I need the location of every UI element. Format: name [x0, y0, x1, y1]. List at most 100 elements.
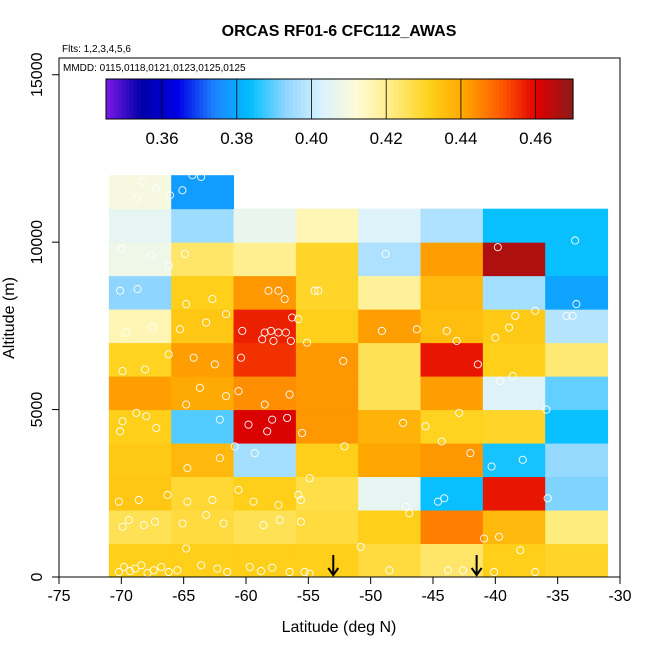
sample-point: [118, 367, 127, 376]
sample-point: [518, 455, 527, 464]
flights-subtitle: Flts: 1,2,3,4,5,6: [62, 44, 131, 55]
sample-point: [118, 522, 127, 531]
chart-title: ORCAS RF01-6 CFC112_AWAS: [222, 23, 457, 40]
sample-point: [150, 517, 160, 526]
heatmap-cell: [233, 443, 297, 478]
sample-point: [215, 415, 224, 424]
sample-point: [249, 497, 258, 506]
heatmap-cell: [545, 443, 609, 478]
sample-point: [114, 567, 123, 577]
colorbar-segment: [557, 79, 562, 119]
sample-point: [531, 567, 540, 577]
sample-point: [294, 490, 303, 500]
colorbar-segment: [534, 79, 539, 119]
sample-point: [114, 497, 123, 506]
sample-point: [134, 495, 143, 505]
heatmap-cell: [545, 242, 609, 277]
heatmap-cell: [420, 443, 484, 478]
dates-subtitle: MMDD: 0115,0118,0121,0123,0125,0125: [63, 63, 246, 74]
sample-point: [340, 442, 349, 451]
sample-point: [480, 534, 489, 543]
sample-point: [516, 546, 525, 555]
sample-point: [285, 567, 294, 577]
colorbar-segment: [269, 79, 274, 119]
sample-point: [433, 497, 443, 506]
colorbar-segment: [444, 79, 450, 119]
sample-point: [139, 521, 148, 530]
sample-point: [412, 325, 421, 334]
sample-point: [377, 326, 386, 335]
heatmap-cell: [233, 208, 297, 243]
x-tick-label: -40: [484, 588, 507, 605]
colorbar-segment: [156, 79, 162, 119]
colorbar-segment: [281, 79, 286, 119]
sample-point: [562, 311, 571, 320]
heatmap-cell: [295, 342, 359, 377]
sample-point: [210, 360, 219, 369]
heatmap-cell: [295, 242, 359, 277]
sample-point: [260, 400, 269, 409]
sample-point: [572, 300, 581, 309]
heatmap-cell: [482, 342, 546, 377]
heatmap-cell: [233, 309, 297, 344]
colorbar-segment: [417, 79, 422, 119]
colorbar-segment: [191, 79, 197, 119]
heatmap-cell: [420, 376, 484, 411]
colorbar-segment: [164, 79, 169, 119]
colorbar-segment: [378, 79, 383, 119]
heatmap-cell: [358, 309, 422, 344]
heatmap-cell: [420, 543, 484, 578]
heatmap-cell: [482, 242, 546, 277]
heatmap-cell: [295, 510, 359, 545]
sample-point: [180, 249, 189, 258]
heatmap-cell: [482, 476, 546, 511]
x-tick-label: -75: [47, 588, 70, 605]
sample-point: [310, 286, 319, 295]
colorbar-segment: [152, 79, 158, 119]
heatmap-cell: [482, 510, 546, 545]
colorbar-segment: [405, 79, 411, 119]
heatmap-cell: [108, 543, 172, 578]
sample-point: [495, 532, 504, 541]
sample-point: [223, 567, 232, 577]
sample-point: [283, 413, 292, 423]
heatmap-cell: [358, 409, 422, 444]
colorbar-segment: [553, 79, 559, 119]
heatmap-cell: [233, 543, 297, 578]
colorbar-segment: [230, 79, 236, 119]
colorbar-tick-label: 0.36: [145, 129, 178, 148]
colorbar-segment: [222, 79, 228, 119]
colorbar-segment: [545, 79, 551, 119]
sample-point: [116, 286, 125, 295]
heatmap-cell: [295, 409, 359, 444]
colorbar-segment: [176, 79, 181, 119]
colorbar-segment: [374, 79, 380, 119]
sample-point: [152, 184, 161, 193]
colorbar-segment: [214, 79, 220, 119]
sample-point: [126, 566, 135, 576]
sample-point: [259, 521, 268, 530]
colorbar-segment: [137, 79, 142, 119]
colorbar-segment: [160, 79, 165, 119]
colorbar-segment: [316, 79, 321, 119]
sample-point: [122, 328, 131, 337]
sample-point: [274, 286, 283, 295]
y-tick-label: 5000: [29, 392, 46, 428]
colorbar-tick-label: 0.44: [444, 129, 477, 148]
sample-point: [303, 338, 312, 347]
sample-point: [490, 567, 499, 577]
sample-point: [286, 336, 295, 345]
heatmap-cell: [171, 443, 235, 478]
heatmap-cell: [233, 510, 297, 545]
colorbar-segment: [514, 79, 520, 119]
sample-point: [543, 494, 552, 503]
sample-point: [183, 464, 192, 473]
heatmap-cell: [108, 208, 172, 243]
colorbar-segment: [483, 79, 488, 119]
colorbar-segment: [499, 79, 504, 119]
sample-point: [442, 326, 451, 335]
sample-point: [571, 236, 580, 245]
colorbar-segment: [288, 79, 294, 119]
colorbar-tick-label: 0.46: [519, 129, 552, 148]
